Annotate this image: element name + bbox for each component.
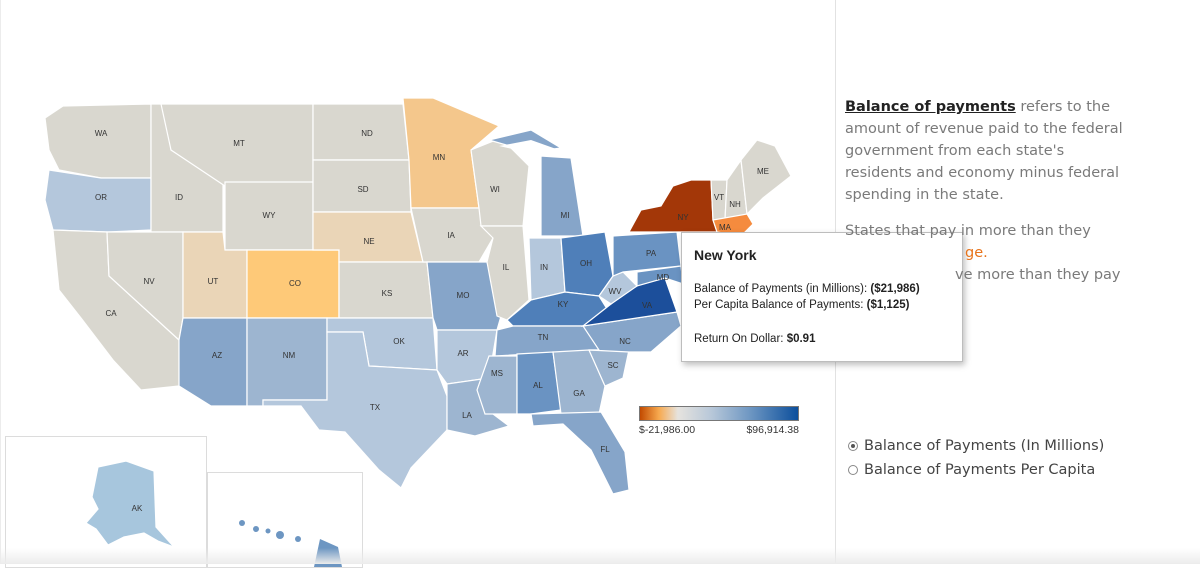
state-IL[interactable] [479,225,530,321]
state-PA[interactable] [612,231,682,277]
tooltip-bop: Balance of Payments (in Millions): ($21,… [694,281,950,297]
state-MS[interactable] [476,355,518,415]
tooltip-per-capita-value: ($1,125) [866,299,910,311]
state-VT[interactable] [710,179,728,221]
state-TX[interactable] [262,331,448,489]
legend-min-label: $-21,986.00 [639,424,696,436]
state-WI[interactable] [470,137,530,227]
hawaii-island[interactable] [239,520,245,526]
tooltip-per-capita: Per Capita Balance of Payments: ($1,125) [694,297,950,313]
option-bop-millions-label: Balance of Payments (In Millions) [864,438,1105,454]
bottom-scroll-shadow [0,548,1200,564]
state-MD[interactable] [636,265,684,287]
state-WV[interactable] [598,271,638,305]
state-NM[interactable] [246,317,328,407]
state-AZ[interactable] [178,317,248,407]
state-IN[interactable] [528,237,566,301]
hawaii-island[interactable] [276,531,284,539]
description-paragraph: Balance of payments refers to the amount… [845,96,1135,206]
state-NY[interactable] [627,179,718,233]
tooltip-rod-value: $0.91 [786,333,816,345]
description-term[interactable]: Balance of payments [845,99,1016,115]
description-line2: States that pay in more than they [845,223,1091,239]
alaska-inset: AK [5,436,207,568]
state-FL[interactable] [530,411,630,495]
state-OR[interactable] [44,169,152,233]
tooltip-bop-label: Balance of Payments (in Millions): [694,283,868,295]
legend-max-label: $96,914.38 [746,424,799,436]
tooltip-per-capita-label: Per Capita Balance of Payments: [694,299,864,311]
radio-unselected-icon[interactable] [848,465,858,475]
tooltip-title: New York [694,247,757,263]
state-WA[interactable] [44,103,152,179]
state-KS[interactable] [338,261,434,319]
state-GA[interactable] [552,349,606,415]
tooltip-rod-label: Return On Dollar: [694,333,784,345]
color-legend: $-21,986.00 $96,914.38 [639,406,799,438]
state-CO[interactable] [246,249,340,319]
state-WY[interactable] [224,181,314,251]
description-paragraph-2: States that pay in more than they ge. ve… [845,220,1135,286]
radio-selected-icon[interactable] [848,441,858,451]
tooltip-bop-value: ($21,986) [870,283,920,295]
option-bop-per-capita[interactable]: Balance of Payments Per Capita [848,458,1104,482]
state-ME[interactable] [740,139,792,216]
state-IA[interactable] [410,207,494,263]
state-AL[interactable] [516,351,562,415]
hawaii-island[interactable] [295,536,301,542]
map-panel: WA OR CA ID NV MT WY UT CO AZ NM ND SD NE KS OK TX MN IA MO… [0,0,963,568]
option-bop-millions[interactable]: Balance of Payments (In Millions) [848,434,1104,458]
hawaii-island[interactable] [253,526,259,532]
state-NC[interactable] [581,311,682,353]
state-MA[interactable] [712,213,754,237]
state-tooltip: New York Balance of Payments (in Million… [681,232,963,362]
tooltip-rod: Return On Dollar: $0.91 [694,331,950,347]
state-SD[interactable] [312,159,412,213]
state-AK[interactable] [85,460,175,548]
description-definition: refers to the amount of revenue paid to … [845,99,1123,203]
description-line3: ve more than they pay [955,267,1121,283]
state-ND[interactable] [312,103,410,161]
hawaii-island[interactable] [265,528,271,534]
option-bop-per-capita-label: Balance of Payments Per Capita [864,462,1096,478]
description-panel: Balance of payments refers to the amount… [845,96,1135,300]
description-line2-orange: ge. [965,245,988,261]
measure-options: Balance of Payments (In Millions) Balanc… [848,434,1104,482]
legend-gradient-bar [639,406,799,421]
